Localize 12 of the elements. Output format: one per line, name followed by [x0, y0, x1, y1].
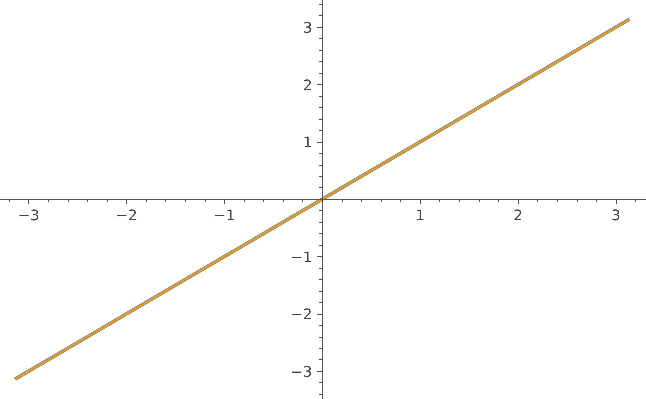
- x-tick-label: 2: [514, 207, 523, 224]
- x-tick-label: 1: [416, 207, 426, 224]
- y-tick-label: 3: [303, 20, 313, 37]
- y-tick-label: −2: [290, 306, 313, 324]
- x-tick-label: −2: [116, 207, 138, 224]
- x-tick-label: −3: [18, 207, 40, 224]
- y-tick-label: 1: [303, 134, 313, 152]
- x-tick-label: −1: [214, 207, 236, 224]
- x-tick-label: 3: [611, 207, 621, 224]
- y-tick-label: −1: [290, 249, 313, 266]
- y-tick-label: −3: [290, 364, 313, 381]
- y-tick-label: 2: [303, 77, 313, 94]
